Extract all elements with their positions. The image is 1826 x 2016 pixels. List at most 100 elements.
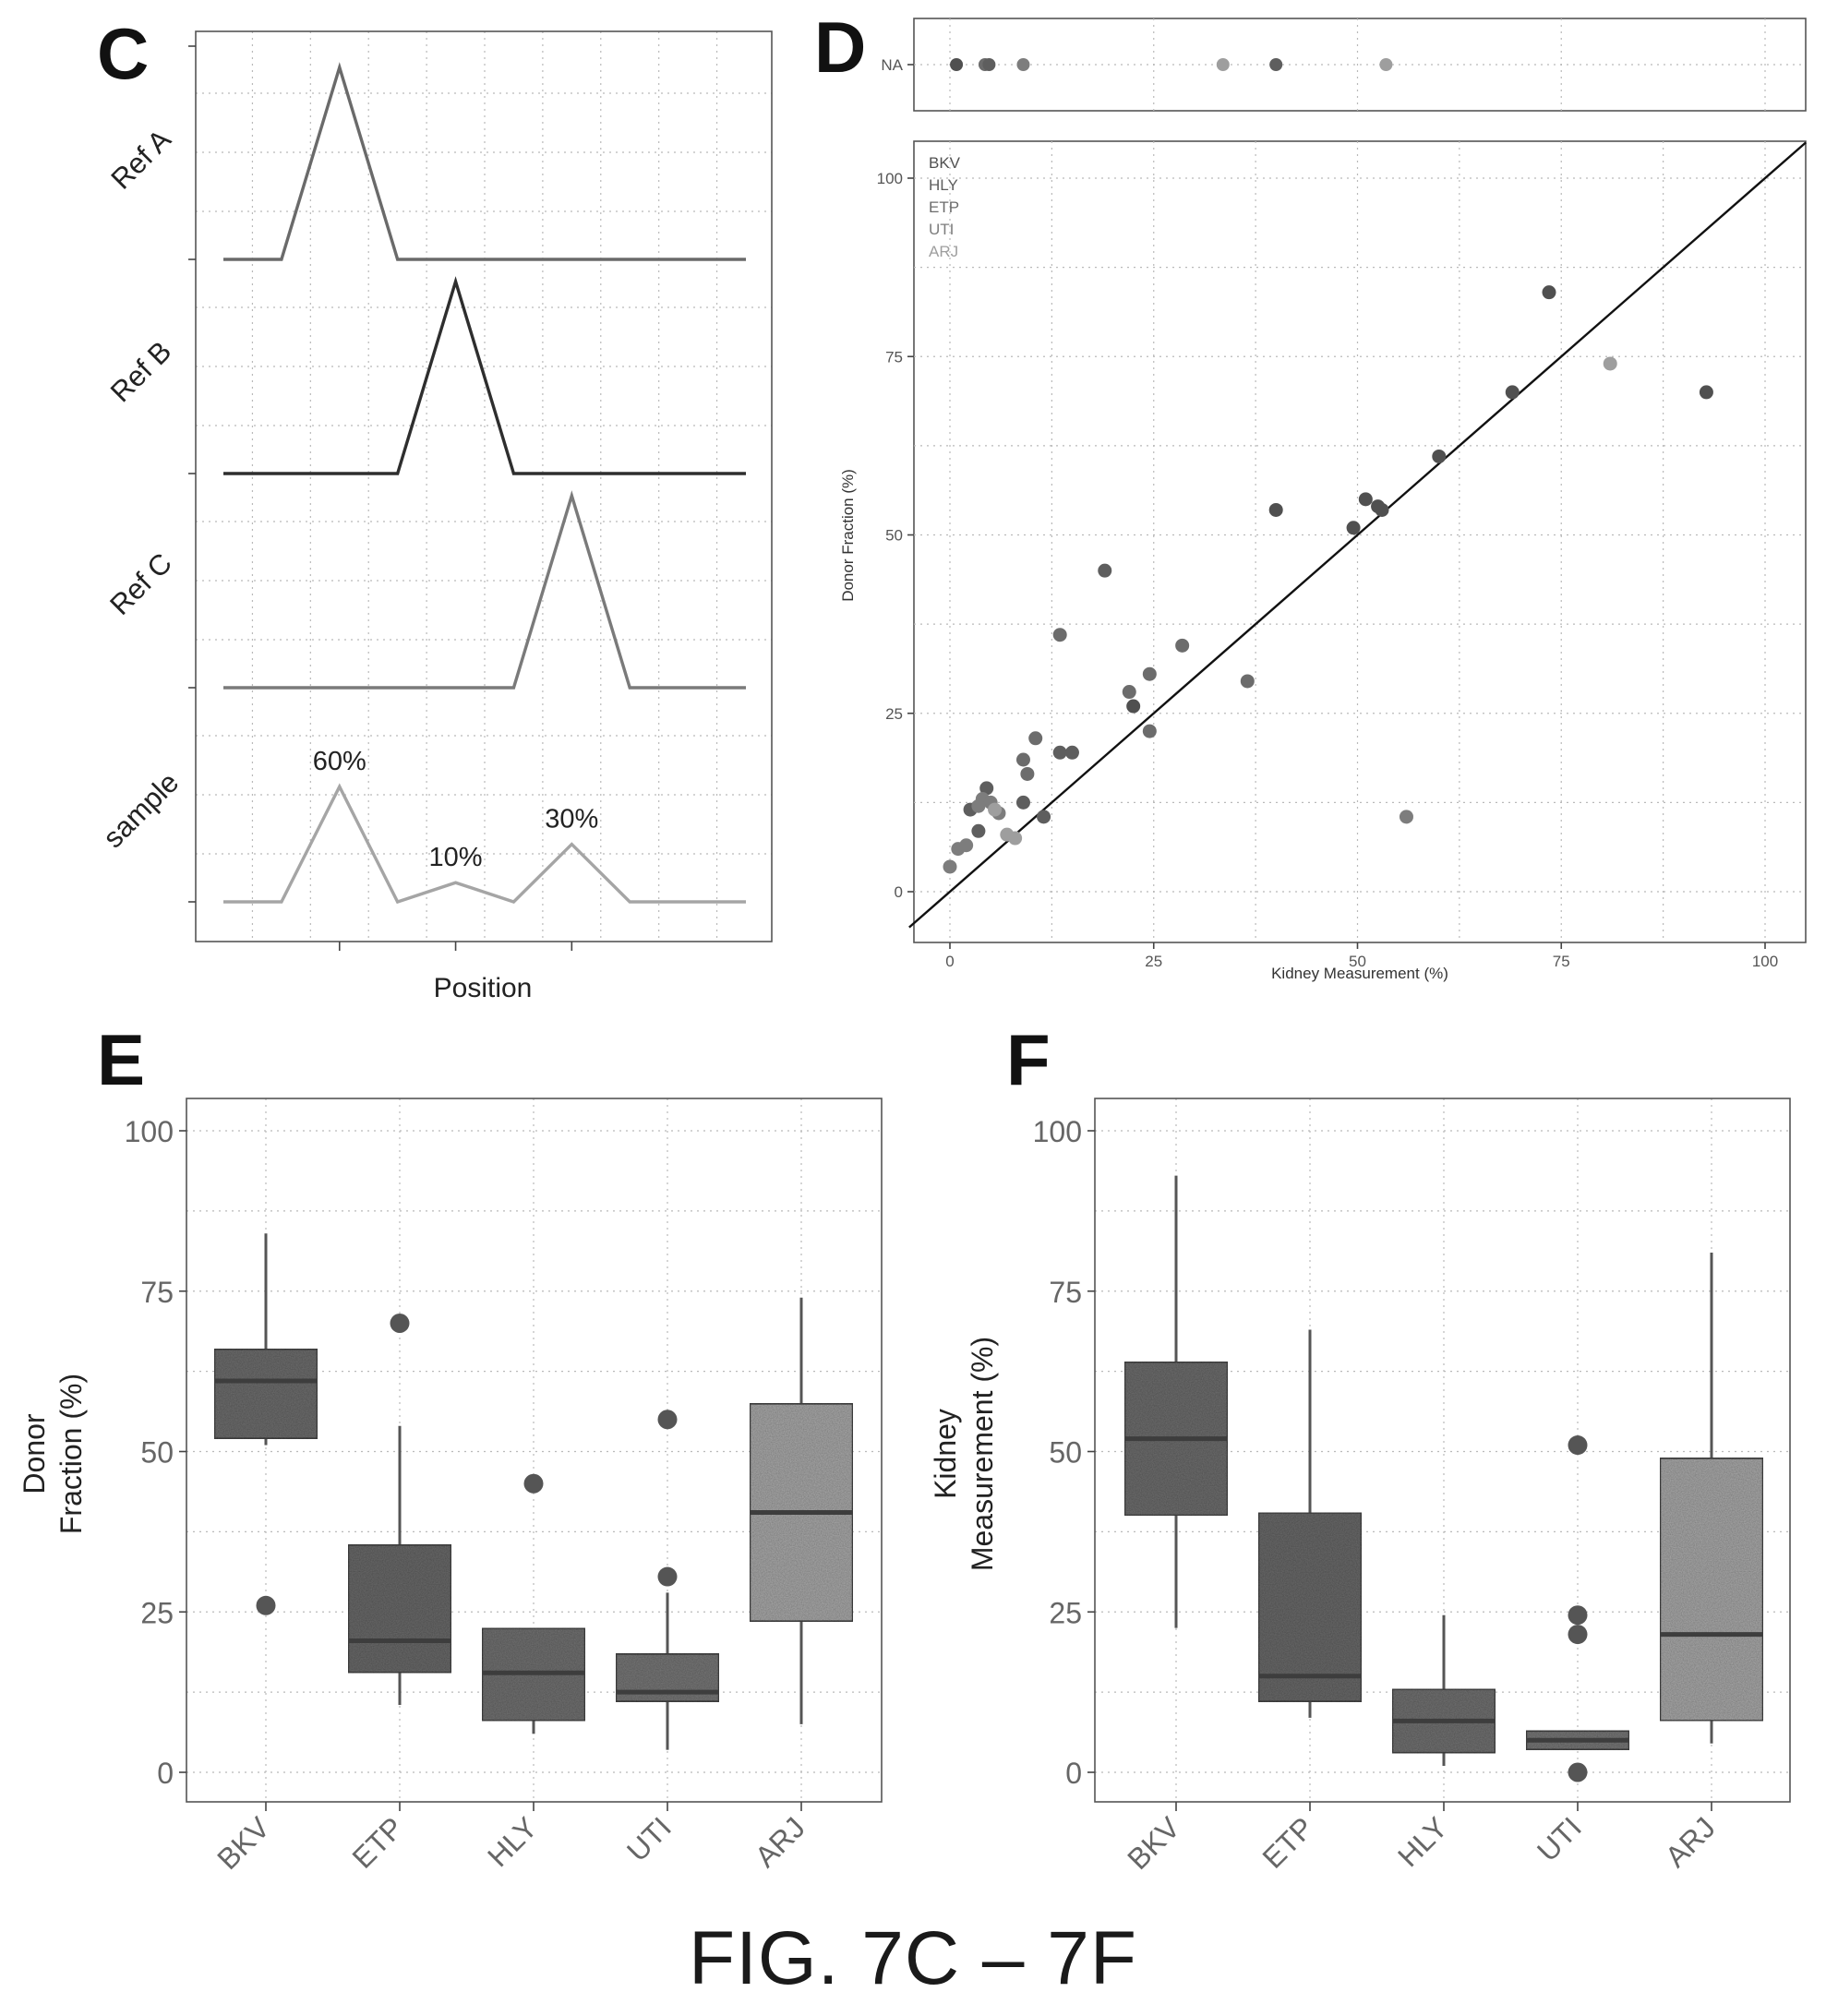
d-legend-entry-4: ARJ: [929, 243, 958, 260]
d-point-8: [1371, 499, 1386, 514]
d-plot-frame: [913, 140, 1807, 943]
d-na-point-6: [1379, 58, 1393, 71]
c-series-ref-a: [223, 62, 746, 261]
e-box-etp: [346, 1543, 453, 1674]
d-na-point-0: [950, 58, 964, 71]
d-x-tick-label-2: 50: [1349, 953, 1366, 970]
panel-letter-d: D: [814, 6, 866, 88]
e-x-tick-label-2: HLY: [481, 1810, 544, 1873]
d-x-axis-label: Kidney Measurement (%): [1271, 965, 1448, 982]
d-legend-entry-1: HLY: [929, 176, 958, 194]
d-legend-entry-3: UTI: [929, 221, 954, 238]
d-point-0: [1542, 285, 1556, 300]
f-x-tick-label-2: HLY: [1391, 1810, 1454, 1873]
d-x-tick-label-0: 0: [945, 953, 954, 970]
d-point-12: [1142, 666, 1157, 681]
f-x-tick-label-4: ARJ: [1659, 1810, 1722, 1873]
d-point-19: [1098, 563, 1112, 578]
d-y-tick-label-0: 0: [895, 883, 903, 901]
f-y-tick-label-1: 25: [1049, 1596, 1082, 1629]
e-x-tick-label-0: BKV: [210, 1810, 276, 1876]
d-point-38: [1008, 831, 1023, 846]
f-box-etp: [1256, 1511, 1363, 1703]
d-legend-entry-0: BKV: [929, 154, 961, 172]
e-outlier-uti-0: [657, 1566, 678, 1587]
e-box-uti: [614, 1652, 721, 1703]
d-point-15: [1052, 628, 1067, 642]
e-y-axis-label-line-1: Donor: [18, 1413, 51, 1494]
d-point-23: [1037, 810, 1051, 824]
d-point-22: [1015, 795, 1030, 810]
d-point-3: [1432, 449, 1447, 463]
e-y-tick-label-3: 75: [140, 1276, 174, 1309]
panel-letter-f: F: [1006, 1019, 1051, 1100]
d-point-24: [979, 781, 994, 796]
d-y-tick-label-2: 50: [885, 527, 903, 545]
e-x-tick-label-1: ETP: [345, 1810, 409, 1874]
c-facet-label-1: Ref B: [104, 335, 178, 409]
c-series-sample: [223, 783, 746, 905]
panel-letter-e: E: [97, 1019, 145, 1100]
d-point-10: [1240, 674, 1255, 689]
f-outlier-uti-2: [1568, 1605, 1588, 1626]
d-na-point-5: [1269, 58, 1283, 71]
figure-title: FIG. 7C – 7F: [689, 1916, 1137, 2000]
d-point-36: [988, 802, 1003, 817]
d-y-axis-label: Donor Fraction (%): [839, 469, 857, 602]
f-y-tick-label-4: 100: [1033, 1115, 1082, 1148]
e-outlier-uti-1: [657, 1410, 678, 1430]
panel-f: F 0 25 50 75 100 BKV ETP HLY UTI ARJ Kidney Measu…: [929, 1019, 1791, 1876]
c-facet-label-0: Ref A: [104, 123, 177, 196]
d-point-31: [971, 798, 986, 813]
d-point-33: [959, 838, 974, 853]
d-point-34: [943, 859, 957, 874]
d-na-point-3: [1016, 58, 1030, 71]
d-x-tick-label-3: 75: [1553, 953, 1570, 970]
f-y-tick-label-0: 0: [1065, 1757, 1082, 1790]
d-point-2: [1699, 385, 1713, 400]
d-point-35: [1603, 356, 1617, 371]
e-box-bkv: [212, 1348, 319, 1440]
d-x-tick-label-1: 25: [1145, 953, 1162, 970]
e-y-tick-label-0: 0: [157, 1757, 174, 1790]
f-outlier-uti-1: [1568, 1625, 1588, 1645]
c-series-ref-b: [223, 276, 746, 475]
d-na-point-4: [1216, 58, 1230, 71]
d-na-row-label: NA: [881, 56, 903, 74]
e-outlier-bkv-0: [256, 1595, 276, 1615]
c-annotation-2: 30%: [545, 805, 598, 834]
d-point-6: [1346, 521, 1361, 535]
c-annotation-1: 10%: [429, 843, 483, 872]
f-x-tick-label-1: ETP: [1255, 1810, 1319, 1874]
c-facet-label-3: sample: [97, 766, 185, 854]
d-legend-entry-2: ETP: [929, 198, 959, 216]
d-point-14: [1142, 724, 1157, 738]
e-y-tick-label-1: 25: [140, 1596, 174, 1629]
e-x-tick-label-4: ARJ: [749, 1810, 811, 1873]
d-na-point-2: [982, 58, 996, 71]
e-y-tick-label-2: 50: [140, 1436, 174, 1470]
panel-letter-c: C: [97, 13, 149, 94]
f-outlier-uti-0: [1568, 1762, 1588, 1782]
d-point-17: [1020, 766, 1035, 781]
d-point-21: [1064, 745, 1079, 760]
panel-e: E 0 25 50 75 100 BKV ETP HLY UTI ARJ Donor Fracti…: [18, 1019, 883, 1876]
f-x-tick-label-3: UTI: [1531, 1810, 1588, 1867]
panel-d: D NA 0 25 50 75 100 0 25 50 75 100 BKV HLY ETP UTI ARJ…: [814, 6, 1807, 982]
f-outlier-uti-3: [1568, 1435, 1588, 1456]
e-y-axis-label-line-2: Fraction (%): [54, 1374, 88, 1534]
c-x-axis-label: Position: [434, 973, 533, 1003]
d-y-tick-label-1: 25: [885, 705, 903, 723]
c-annotation-0: 60%: [313, 747, 366, 776]
e-y-tick-label-4: 100: [125, 1115, 174, 1148]
d-point-5: [1358, 492, 1373, 507]
d-y-tick-label-4: 100: [877, 170, 903, 187]
e-outlier-etp-0: [390, 1314, 410, 1333]
c-plot-frame: [195, 30, 773, 942]
d-x-tick-label-4: 100: [1752, 953, 1778, 970]
f-y-axis-label-line-2: Measurement (%): [966, 1337, 999, 1571]
d-point-20: [1052, 745, 1067, 760]
d-point-18: [1015, 752, 1030, 767]
d-point-9: [1126, 699, 1141, 714]
